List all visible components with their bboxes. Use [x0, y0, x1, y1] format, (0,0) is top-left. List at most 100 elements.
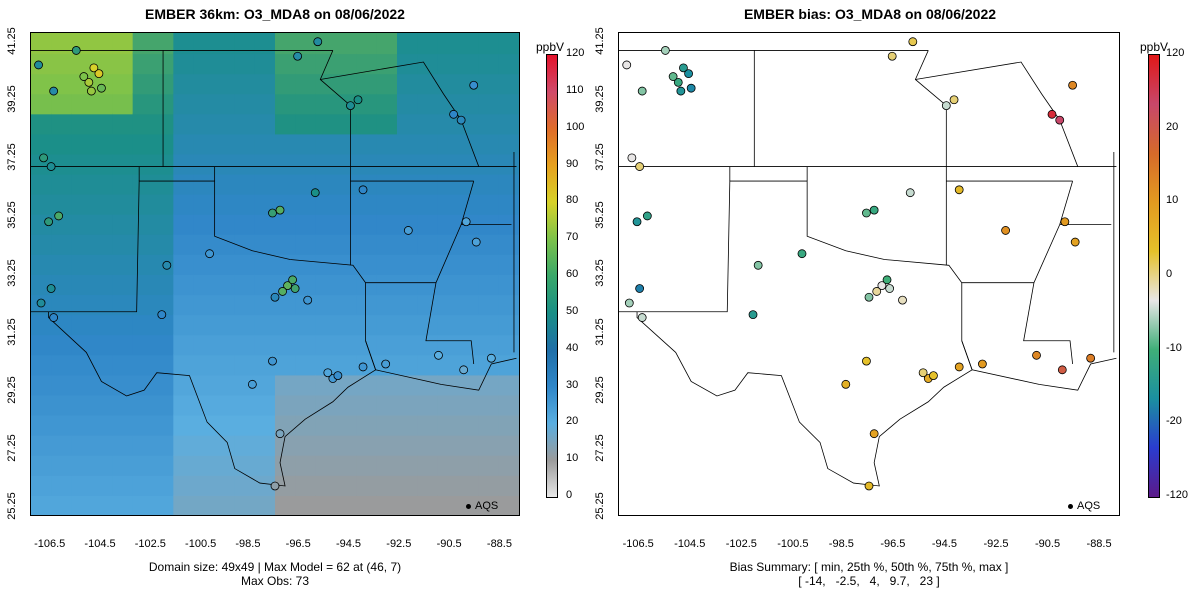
left-y-tick: 35.25	[5, 201, 18, 230]
colorbar-tick-label: 80	[566, 194, 579, 207]
model-field	[31, 33, 519, 515]
state-border-8	[425, 282, 475, 365]
left-x-tick: -102.5	[134, 538, 166, 550]
station-point-44	[954, 185, 964, 195]
left-y-tick: 31.25	[5, 317, 18, 346]
station-point-5	[97, 83, 106, 93]
station-point-35	[864, 481, 874, 491]
station-point-33	[268, 356, 277, 366]
station-point-34	[869, 429, 879, 439]
station-point-10	[46, 162, 56, 171]
station-point-43	[1070, 237, 1080, 247]
left-map-canvas	[31, 33, 519, 515]
left-y-tick: 33.25	[5, 259, 18, 288]
station-point-19	[872, 287, 882, 296]
left-colorbar-title: ppbV	[536, 40, 565, 54]
right-y-tick: 31.25	[593, 317, 606, 346]
station-point-17	[905, 188, 915, 198]
station-point-38	[456, 115, 466, 125]
colorbar-tick-label: 30	[566, 378, 579, 391]
station-point-11	[54, 211, 64, 221]
station-point-8	[660, 46, 670, 55]
texas-outline	[48, 180, 377, 487]
left-x-tick: -106.5	[34, 538, 66, 550]
station-point-32	[841, 379, 851, 389]
left-x-tick: -100.5	[185, 538, 217, 550]
right-x-tick: -92.5	[983, 538, 1009, 550]
left-legend: AQS	[466, 500, 498, 512]
station-point-46	[887, 51, 897, 61]
right-y-tick: 41.25	[593, 27, 606, 55]
right-caption-line1: Bias Summary: [ min, 25th %, 50th %, 75t…	[729, 560, 1009, 574]
station-point-0	[679, 63, 688, 73]
station-point-13	[36, 298, 46, 308]
colorbar-tick-label: 50	[566, 304, 579, 317]
right-x-tick: -96.5	[880, 538, 906, 550]
right-colorbar-title: ppbV	[1140, 40, 1169, 54]
right-x-tick: -100.5	[777, 538, 809, 550]
station-point-5	[686, 83, 696, 93]
aqs-dot-icon	[466, 503, 471, 509]
colorbar-tick-label: 90	[566, 157, 579, 170]
right-y-tick: 25.25	[593, 491, 606, 520]
right-x-tick: -102.5	[725, 538, 757, 550]
station-point-29	[434, 350, 443, 360]
colorbar-tick-label: 120	[566, 47, 585, 59]
right-x-tick: -90.5	[1034, 538, 1061, 550]
station-point-47	[205, 249, 214, 259]
state-border-9	[1033, 180, 1073, 283]
right-x-tick: -104.5	[674, 538, 706, 550]
left-map-frame	[30, 32, 520, 516]
left-x-tick: -88.5	[486, 538, 512, 550]
colorbar-tick-label: 100	[566, 120, 585, 133]
state-border-8	[1023, 282, 1074, 365]
station-point-2	[84, 77, 94, 87]
left-y-tick: 25.25	[5, 491, 18, 520]
left-y-tick: 41.25	[5, 27, 18, 55]
station-point-14	[637, 313, 647, 322]
station-point-42	[461, 217, 471, 227]
station-point-1	[94, 69, 104, 79]
station-point-39	[449, 109, 458, 119]
colorbar-tick-label: 20	[1166, 120, 1179, 133]
colorbar-tick-label: 40	[566, 341, 579, 354]
station-point-9	[39, 153, 48, 163]
station-point-47	[797, 249, 807, 259]
left-caption-line2: Max Obs: 73	[240, 574, 310, 588]
station-point-21	[882, 275, 892, 285]
right-y-tick: 29.25	[593, 375, 606, 404]
station-point-36	[941, 101, 951, 110]
left-x-tick: -90.5	[436, 538, 462, 550]
station-point-48	[162, 260, 172, 270]
left-caption-line1: Domain size: 49x49 | Max Model = 62 at (…	[148, 560, 402, 574]
right-y-tick: 27.25	[593, 433, 606, 462]
station-point-6	[49, 86, 59, 96]
station-point-22	[864, 292, 874, 302]
station-point-6	[637, 86, 647, 96]
station-point-43	[471, 237, 481, 247]
station-point-16	[869, 205, 879, 215]
station-point-7	[34, 60, 43, 70]
left-map-title: EMBER 36km: O3_MDA8 on 08/06/2022	[145, 6, 405, 22]
left-y-tick: 29.25	[5, 375, 18, 404]
station-point-27	[358, 362, 368, 372]
station-point-31	[1086, 353, 1096, 363]
station-point-16	[275, 205, 285, 215]
station-point-33	[862, 356, 871, 366]
right-map-title: EMBER bias: O3_MDA8 on 08/06/2022	[743, 6, 997, 22]
colorbar-tick-label: -10	[1166, 341, 1182, 354]
station-point-3	[676, 86, 686, 96]
colorbar-tick-label: 110	[566, 83, 584, 96]
station-point-4	[79, 72, 89, 81]
station-point-45	[908, 37, 918, 47]
right-legend-label: AQS	[1077, 500, 1101, 512]
station-point-12	[44, 217, 54, 227]
colorbar-tick-label: -20	[1166, 415, 1182, 428]
station-point-20	[885, 284, 895, 293]
station-point-37	[949, 95, 959, 105]
right-x-tick: -106.5	[622, 538, 654, 550]
station-point-12	[632, 217, 642, 227]
colorbar-tick-label: 20	[566, 415, 579, 428]
station-point-36	[346, 101, 355, 110]
left-colorbar	[546, 54, 558, 498]
